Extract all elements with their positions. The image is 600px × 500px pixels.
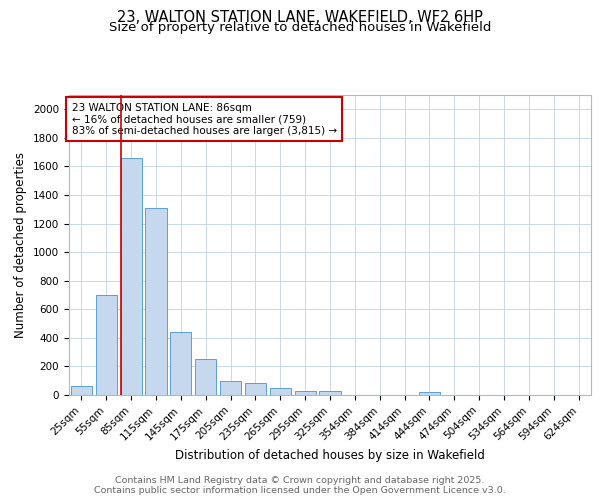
Bar — [220, 382, 241, 395]
Bar — [195, 360, 216, 395]
Bar — [245, 383, 266, 395]
Text: Contains HM Land Registry data © Crown copyright and database right 2025.
Contai: Contains HM Land Registry data © Crown c… — [94, 476, 506, 495]
Bar — [270, 388, 291, 395]
Text: Size of property relative to detached houses in Wakefield: Size of property relative to detached ho… — [109, 22, 491, 35]
Bar — [121, 158, 142, 395]
Y-axis label: Number of detached properties: Number of detached properties — [14, 152, 28, 338]
Bar — [419, 392, 440, 395]
Bar — [295, 390, 316, 395]
Bar — [71, 386, 92, 395]
Bar — [145, 208, 167, 395]
Bar — [319, 392, 341, 395]
X-axis label: Distribution of detached houses by size in Wakefield: Distribution of detached houses by size … — [175, 448, 485, 462]
Bar — [96, 295, 117, 395]
Bar — [170, 332, 191, 395]
Text: 23 WALTON STATION LANE: 86sqm
← 16% of detached houses are smaller (759)
83% of : 23 WALTON STATION LANE: 86sqm ← 16% of d… — [71, 102, 337, 136]
Text: 23, WALTON STATION LANE, WAKEFIELD, WF2 6HP: 23, WALTON STATION LANE, WAKEFIELD, WF2 … — [117, 10, 483, 25]
